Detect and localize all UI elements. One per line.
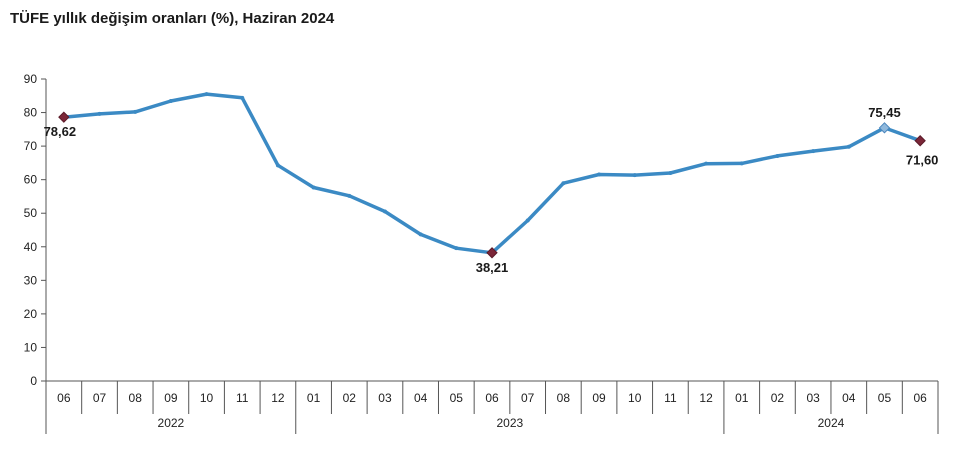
x-tick-label: 10 <box>200 391 214 405</box>
y-tick-label: 50 <box>24 206 38 220</box>
data-point <box>97 111 102 116</box>
x-tick-label: 09 <box>592 391 606 405</box>
x-year-label: 2024 <box>818 416 845 430</box>
y-tick-label: 80 <box>24 106 38 120</box>
x-tick-label: 09 <box>164 391 178 405</box>
y-tick-label: 60 <box>24 173 38 187</box>
x-tick-label: 04 <box>414 391 428 405</box>
data-point <box>168 98 173 103</box>
x-tick-label: 03 <box>378 391 392 405</box>
x-tick-label: 05 <box>878 391 892 405</box>
x-tick-label: 06 <box>57 391 71 405</box>
data-label: 78,62 <box>44 124 77 139</box>
x-tick-label: 04 <box>842 391 856 405</box>
x-tick-label: 02 <box>343 391 357 405</box>
x-tick-label: 11 <box>236 391 249 405</box>
highlight-marker <box>878 122 891 134</box>
data-label: 71,60 <box>906 153 939 168</box>
data-point <box>347 193 352 198</box>
highlight-marker <box>486 247 498 259</box>
x-tick-label: 01 <box>307 391 321 405</box>
x-tick-label: 02 <box>771 391 785 405</box>
x-tick-label: 08 <box>129 391 143 405</box>
x-tick-label: 06 <box>485 391 499 405</box>
highlight-marker <box>58 111 70 123</box>
series-line <box>62 92 922 255</box>
data-point <box>775 153 780 158</box>
data-point <box>204 92 209 97</box>
data-point <box>561 181 566 186</box>
y-tick-label: 70 <box>24 139 38 153</box>
x-tick-label: 07 <box>521 391 535 405</box>
x-tick-label: 12 <box>271 391 285 405</box>
y-tick-label: 90 <box>24 72 38 86</box>
data-point <box>240 95 245 100</box>
data-label: 75,45 <box>868 105 901 120</box>
chart-title: TÜFE yıllık değişim oranları (%), Hazira… <box>10 10 335 27</box>
x-tick-label: 01 <box>735 391 749 405</box>
marker-layer <box>58 92 926 259</box>
x-year-label: 2023 <box>496 416 523 430</box>
x-year-label: 2022 <box>158 416 185 430</box>
data-point <box>275 163 280 168</box>
data-point <box>739 161 744 166</box>
x-tick-label: 03 <box>806 391 820 405</box>
x-tick-label: 05 <box>450 391 464 405</box>
data-point <box>811 149 816 154</box>
data-point <box>382 209 387 214</box>
x-tick-label: 07 <box>93 391 107 405</box>
annotation-layer: 78,62 38,21 75,45 71,60 <box>44 105 939 275</box>
y-tick-label: 0 <box>30 374 37 388</box>
data-point <box>454 246 459 251</box>
x-tick-label: 11 <box>664 391 677 405</box>
y-tick-label: 40 <box>24 240 38 254</box>
y-tick-label: 10 <box>24 340 38 354</box>
x-tick-label: 08 <box>557 391 571 405</box>
y-tick-label: 30 <box>24 273 38 287</box>
data-point <box>704 161 709 166</box>
y-tick-label: 20 <box>24 307 38 321</box>
x-tick-label: 12 <box>699 391 713 405</box>
data-point <box>311 185 316 190</box>
data-point <box>525 218 530 223</box>
data-point <box>597 172 602 177</box>
x-tick-label: 10 <box>628 391 642 405</box>
data-point <box>668 171 673 176</box>
series-line-layer <box>62 92 922 255</box>
data-point <box>846 144 851 149</box>
x-tick-label: 06 <box>913 391 927 405</box>
data-label: 38,21 <box>476 260 509 275</box>
data-point <box>133 109 138 114</box>
data-point <box>632 173 637 178</box>
highlight-marker <box>914 135 926 147</box>
data-point <box>418 232 423 237</box>
